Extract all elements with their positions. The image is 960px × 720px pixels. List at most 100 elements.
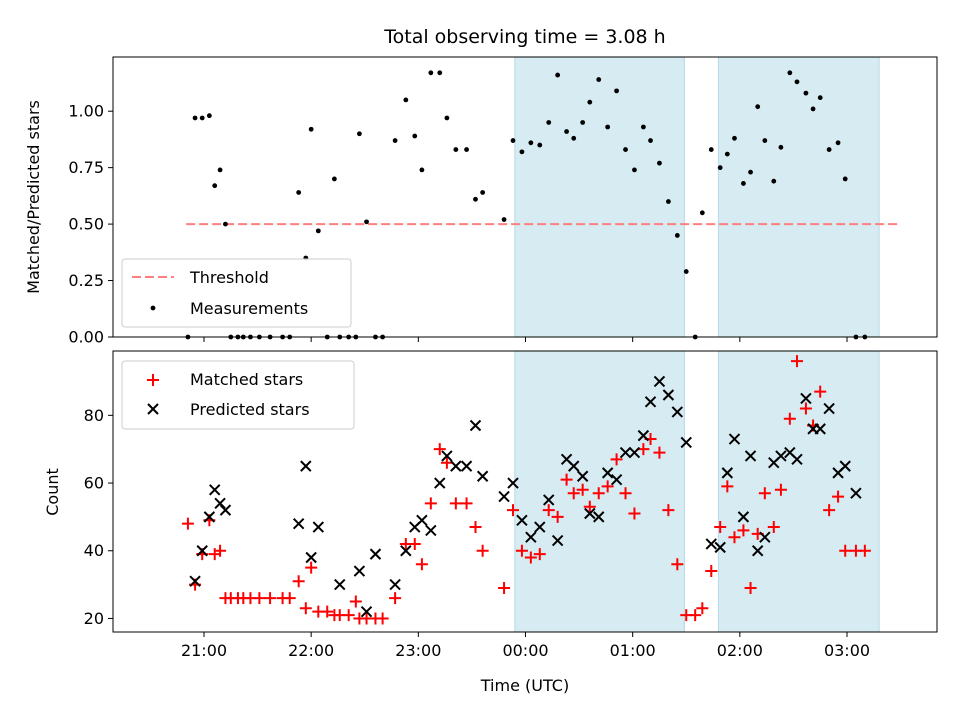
matched-star-marker	[653, 446, 666, 459]
measurement-point	[699, 210, 705, 216]
matched-star-marker	[628, 507, 641, 520]
matched-star-marker	[389, 592, 402, 605]
predicted-star-marker	[628, 446, 641, 459]
predicted-star-marker	[460, 460, 473, 472]
matched-star-marker	[408, 537, 421, 550]
matched-star-marker	[783, 412, 796, 425]
predicted-star-marker	[507, 477, 519, 489]
predicted-star-marker	[714, 541, 726, 554]
predicted-star-marker	[312, 521, 325, 533]
bottom-legend-label-predicted: Predicted stars	[190, 400, 310, 419]
predicted-star-marker	[850, 487, 862, 499]
y-tick-label: 60	[84, 474, 104, 493]
predicted-star-marker	[498, 490, 510, 503]
predicted-star-marker	[292, 517, 305, 530]
bottom-x-ticks: 21:00 22:00 23:00 00:00 01:00 02:00 03:00	[181, 632, 870, 660]
predicted-star-marker	[751, 545, 764, 557]
predicted-star-marker	[389, 578, 401, 591]
predicted-star-marker	[705, 538, 717, 550]
predicted-star-marker	[728, 433, 741, 445]
matched-star-marker	[449, 497, 462, 510]
top-legend-box	[121, 258, 352, 328]
y-tick-label: 0.50	[68, 215, 104, 234]
measurement-point	[717, 165, 723, 171]
matched-star-marker	[299, 602, 312, 615]
measurement-point	[403, 97, 409, 103]
y-tick-label: 80	[84, 406, 104, 425]
matched-star-marker	[592, 487, 605, 500]
measurement-point	[428, 70, 434, 76]
matched-star-marker	[440, 456, 453, 469]
measurement-point	[665, 199, 671, 204]
measurement-point	[842, 176, 848, 182]
measurement-point	[803, 90, 809, 96]
measurement-point	[596, 77, 602, 82]
matched-star-marker	[460, 497, 473, 510]
measurement-point	[640, 124, 646, 130]
y-tick-label: 0.00	[68, 328, 104, 347]
predicted-star-marker	[525, 531, 537, 543]
predicted-star-marker	[353, 565, 366, 577]
predicted-star-marker	[737, 511, 750, 523]
predicted-star-marker	[680, 436, 692, 449]
measurement-point	[510, 138, 516, 143]
matched-star-marker	[506, 504, 519, 517]
bottom-legend-label-matched: Matched stars	[190, 370, 303, 389]
measurement-point	[755, 104, 761, 110]
measurement-point	[444, 115, 450, 121]
measurement-point	[296, 190, 302, 195]
measurement-point	[217, 167, 223, 173]
measurement-point	[614, 88, 619, 94]
top-highlight-spans	[514, 56, 880, 338]
predicted-star-marker	[305, 551, 317, 564]
matched-star-marker	[583, 500, 596, 513]
bottom-points	[181, 355, 871, 625]
predicted-star-marker	[662, 389, 675, 401]
matched-star-marker	[576, 483, 589, 496]
matched-star-marker	[799, 402, 812, 415]
predicted-star-marker	[334, 578, 346, 591]
predicted-star-marker	[300, 460, 312, 472]
matched-star-marker	[524, 551, 537, 564]
matched-star-marker	[601, 480, 614, 493]
matched-star-marker	[415, 558, 428, 571]
predicted-star-marker	[759, 531, 771, 543]
matched-star-marker	[823, 504, 836, 517]
predicted-star-marker	[476, 470, 489, 482]
bottom-y-ticks: 20 40 60 80	[84, 406, 113, 628]
measurement-point	[794, 79, 800, 85]
measurement-point	[315, 228, 321, 234]
bottom-legend-box	[121, 360, 355, 430]
x-tick-label: 00:00	[502, 641, 548, 660]
x-axis-label: Time (UTC)	[480, 676, 569, 695]
measurement-point	[741, 181, 746, 186]
predicted-star-marker	[434, 477, 446, 489]
predicted-star-marker	[744, 450, 757, 462]
measurement-point	[308, 126, 314, 132]
predicted-star-marker	[425, 524, 437, 537]
measurements-legend-swatch	[150, 305, 156, 311]
bottom-highlight-spans	[514, 350, 880, 633]
matched-star-marker	[476, 544, 489, 557]
matched-star-marker	[264, 592, 277, 605]
matched-star-marker	[767, 521, 780, 534]
matched-star-marker	[533, 548, 546, 561]
measurement-point	[212, 183, 218, 189]
matched-star-marker	[253, 592, 266, 605]
predicted-star-marker	[568, 460, 580, 472]
measurement-point	[437, 70, 443, 76]
matched-star-marker	[515, 544, 528, 557]
measurement-point	[787, 70, 793, 76]
matched-star-marker	[814, 385, 827, 398]
measurement-point	[657, 160, 662, 166]
matched-star-marker	[737, 524, 750, 537]
matched-star-marker	[551, 510, 564, 523]
highlight-span-1	[717, 350, 880, 633]
matched-star-marker	[832, 490, 845, 503]
predicted-star-marker	[814, 423, 826, 435]
matched-star-marker	[774, 483, 787, 496]
measurement-point	[826, 147, 832, 152]
measurement-point	[364, 219, 369, 225]
matched-star-marker	[744, 581, 757, 594]
x-tick-label: 02:00	[717, 641, 763, 660]
